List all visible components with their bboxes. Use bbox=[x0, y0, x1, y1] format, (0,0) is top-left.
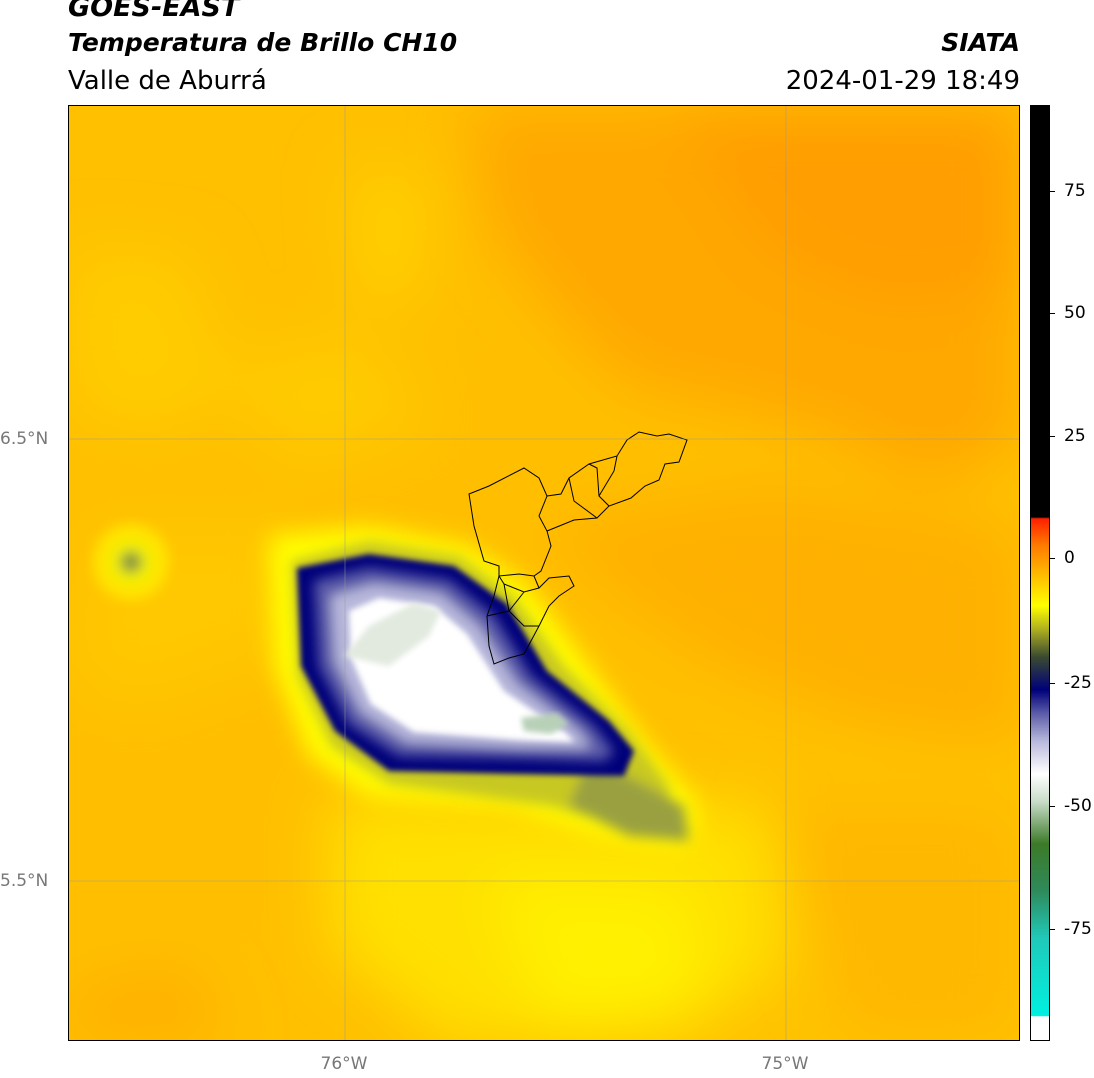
colorbar-tick bbox=[1050, 683, 1055, 684]
colorbar-label-0: 0 bbox=[1064, 548, 1075, 568]
convective-cloud bbox=[269, 526, 699, 846]
temperature-colorbar bbox=[1030, 105, 1050, 1041]
colorbar-tick bbox=[1050, 191, 1055, 192]
graticule bbox=[69, 106, 1019, 1040]
colorbar-label-neg75: -75 bbox=[1064, 919, 1092, 939]
colorbar-tick bbox=[1050, 313, 1055, 314]
colorbar-tick bbox=[1050, 436, 1055, 437]
product-title: Temperatura de Brillo CH10 bbox=[68, 28, 458, 57]
colorbar-label-neg25: -25 bbox=[1064, 673, 1092, 693]
map-canvas bbox=[69, 106, 1019, 1040]
temperature-field bbox=[69, 106, 1019, 1040]
agency-label: SIATA bbox=[941, 28, 1020, 57]
lat-label-5-5: 5.5°N bbox=[0, 871, 49, 891]
colorbar-label-50: 50 bbox=[1064, 303, 1086, 323]
timestamp-label: 2024-01-29 18:49 bbox=[785, 66, 1020, 96]
region-label: Valle de Aburrá bbox=[68, 66, 267, 96]
lat-label-6-5: 6.5°N bbox=[0, 429, 49, 449]
colorbar-label-75: 75 bbox=[1064, 181, 1086, 201]
colorbar-label-25: 25 bbox=[1064, 426, 1086, 446]
colorbar-tick bbox=[1050, 929, 1055, 930]
satellite-title: GOES-EAST bbox=[68, 0, 240, 23]
colorbar-label-neg50: -50 bbox=[1064, 796, 1092, 816]
lon-label-76w: 76°W bbox=[320, 1054, 368, 1074]
brightness-temperature-map[interactable] bbox=[68, 105, 1020, 1041]
colorbar-tick bbox=[1050, 558, 1055, 559]
lon-label-75w: 75°W bbox=[761, 1054, 809, 1074]
colorbar-tick bbox=[1050, 806, 1055, 807]
valle-de-aburra-boundaries bbox=[468, 431, 688, 665]
